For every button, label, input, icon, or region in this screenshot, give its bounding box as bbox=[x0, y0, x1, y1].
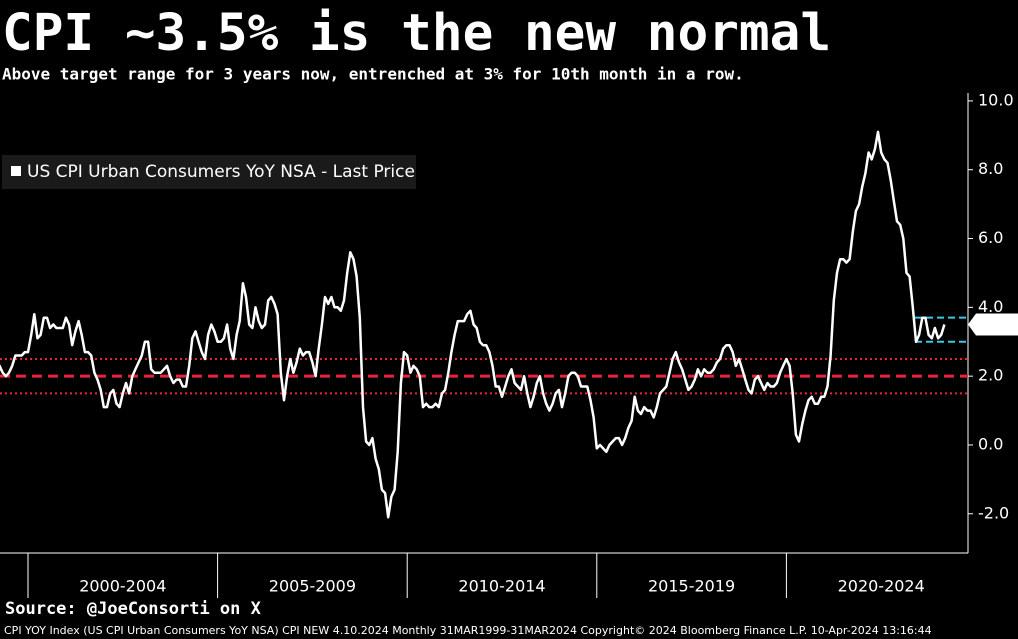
legend-swatch bbox=[11, 166, 21, 176]
y-tick-label: -2.0 bbox=[978, 503, 1009, 522]
x-tick-label: 2015-2019 bbox=[648, 577, 735, 596]
legend-box bbox=[2, 155, 416, 189]
chart-title: CPI ~3.5% is the new normal bbox=[2, 4, 831, 63]
source-note: Source: @JoeConsorti on X bbox=[5, 599, 262, 619]
y-tick-label: 10.0 bbox=[978, 90, 1014, 109]
y-tick-label: 6.0 bbox=[978, 228, 1003, 247]
footer-note: CPI YOY Index (US CPI Urban Consumers Yo… bbox=[4, 624, 932, 637]
x-tick-label: 2010-2014 bbox=[458, 577, 545, 596]
last-price-label: 3.5 bbox=[980, 315, 1004, 333]
x-tick-label: 2000-2004 bbox=[79, 577, 166, 596]
chart-subtitle: Above target range for 3 years now, entr… bbox=[2, 65, 744, 84]
series-line bbox=[0, 130, 946, 519]
legend-label: US CPI Urban Consumers YoY NSA - Last Pr… bbox=[27, 162, 415, 182]
y-tick-label: 0.0 bbox=[978, 434, 1003, 453]
y-tick-label: 4.0 bbox=[978, 297, 1003, 316]
x-tick-label: 2020-2024 bbox=[838, 577, 925, 596]
y-tick-label: 8.0 bbox=[978, 159, 1003, 178]
y-tick-label: 2.0 bbox=[978, 366, 1003, 385]
last-price-tag bbox=[968, 313, 1018, 336]
x-tick-label: 2005-2009 bbox=[269, 577, 356, 596]
